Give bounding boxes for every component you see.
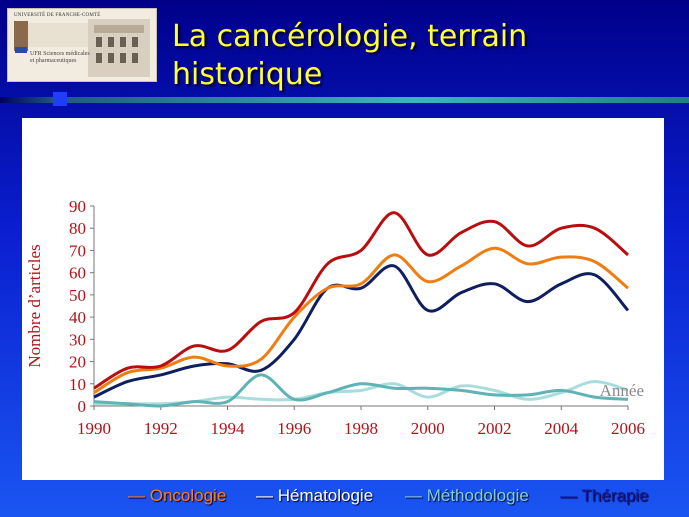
series-line-3 <box>93 264 630 399</box>
y-tick-label: 50 <box>69 286 86 305</box>
series-line-2 <box>93 246 629 394</box>
legend-swatch: — <box>256 486 273 505</box>
y-tick-label: 70 <box>69 241 86 260</box>
chart-panel: 0 10 20 30 40 50 60 70 80 90 1990 1992 1994 1996 1998 2… <box>22 118 664 480</box>
y-tick-label: 60 <box>69 264 86 283</box>
chart-axes <box>90 205 629 410</box>
x-tick-label: 2002 <box>478 419 512 438</box>
x-tick-label: 1990 <box>77 419 111 438</box>
x-axis-label: Année <box>600 381 644 400</box>
x-tick-label: 2000 <box>411 419 445 438</box>
bullet-square-icon <box>53 92 67 106</box>
y-axis-label: Nombre d’articles <box>25 244 44 367</box>
title-underline-bar <box>0 97 689 103</box>
x-tick-label: 2006 <box>611 419 645 438</box>
x-tick-label: 1992 <box>144 419 178 438</box>
y-tick-label: 30 <box>69 330 86 349</box>
legend-item-1: — Oncologie <box>128 486 226 506</box>
y-tick-label: 20 <box>69 353 86 372</box>
legend-item-2: — Hématologie <box>256 486 373 506</box>
x-tick-label: 2004 <box>544 419 579 438</box>
y-tick-label: 40 <box>69 308 86 327</box>
slide-title: La cancérologie, terrain historique <box>172 18 672 94</box>
logo-ufr-text: UFR Sciences médicales et pharmaceutique… <box>30 51 90 64</box>
series-line-4 <box>93 373 629 408</box>
legend-label: Oncologie <box>145 486 227 505</box>
legend-item-4: — Thérapie <box>560 486 649 506</box>
y-tick-label: 0 <box>78 397 87 416</box>
logo-university-text: UNIVERSITÉ DE FRANCHE-COMTÉ <box>14 13 101 18</box>
university-logo: UNIVERSITÉ DE FRANCHE-COMTÉ UFR Sciences… <box>7 8 157 82</box>
legend-label: Hématologie <box>273 486 374 505</box>
legend-label: Méthodologie <box>422 486 529 505</box>
chart-series-group <box>93 211 630 408</box>
slide-title-line2: historique <box>172 57 323 92</box>
y-tick-label: 80 <box>69 219 86 238</box>
logo-building-image <box>8 9 156 81</box>
legend-swatch: — <box>128 486 145 505</box>
y-tick-label: 90 <box>69 197 86 216</box>
legend: — Oncologie — Hématologie — Méthodologie — … <box>0 486 689 510</box>
slide-title-line1: La cancérologie, terrain <box>172 19 528 54</box>
x-tick-label: 1994 <box>211 419 246 438</box>
chart-labels: 0 10 20 30 40 50 60 70 80 90 1990 1992 1994 1996 1998 2… <box>25 197 645 438</box>
line-chart: 0 10 20 30 40 50 60 70 80 90 1990 1992 1994 1996 1998 2… <box>25 197 645 438</box>
series-line-1 <box>93 211 629 390</box>
legend-swatch: — <box>405 486 422 505</box>
x-tick-label: 1998 <box>344 419 378 438</box>
x-tick-label: 1996 <box>277 419 311 438</box>
y-tick-label: 10 <box>69 375 86 394</box>
legend-item-3: — Méthodologie <box>405 486 529 506</box>
legend-swatch: — <box>560 486 577 505</box>
legend-label: Thérapie <box>577 486 649 505</box>
